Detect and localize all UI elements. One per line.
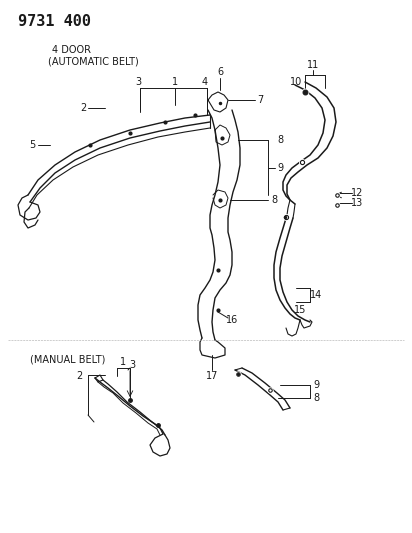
Text: 14: 14 bbox=[310, 290, 322, 300]
Text: 8: 8 bbox=[313, 393, 319, 403]
Text: 8: 8 bbox=[277, 135, 283, 145]
Text: 16: 16 bbox=[226, 315, 238, 325]
Text: 9: 9 bbox=[313, 380, 319, 390]
Text: 5: 5 bbox=[29, 140, 35, 150]
Text: 2: 2 bbox=[77, 371, 83, 381]
Text: 13: 13 bbox=[351, 198, 363, 208]
Text: 17: 17 bbox=[206, 371, 218, 381]
Text: 11: 11 bbox=[307, 60, 319, 70]
Text: (AUTOMATIC BELT): (AUTOMATIC BELT) bbox=[48, 57, 139, 67]
Text: 1: 1 bbox=[172, 77, 178, 87]
Text: 2: 2 bbox=[80, 103, 86, 113]
Text: 3: 3 bbox=[129, 360, 135, 370]
Text: (MANUAL BELT): (MANUAL BELT) bbox=[30, 355, 105, 365]
Text: 4 DOOR: 4 DOOR bbox=[52, 45, 91, 55]
Text: 8: 8 bbox=[271, 195, 277, 205]
Text: 3: 3 bbox=[135, 77, 141, 87]
Text: 15: 15 bbox=[294, 305, 306, 315]
Text: 9731 400: 9731 400 bbox=[18, 14, 91, 29]
Text: 7: 7 bbox=[257, 95, 263, 105]
Text: 9: 9 bbox=[277, 163, 283, 173]
Text: 1: 1 bbox=[120, 357, 126, 367]
Text: 12: 12 bbox=[351, 188, 363, 198]
Text: 6: 6 bbox=[217, 67, 223, 77]
Text: 4: 4 bbox=[202, 77, 208, 87]
Text: 10: 10 bbox=[290, 77, 302, 87]
